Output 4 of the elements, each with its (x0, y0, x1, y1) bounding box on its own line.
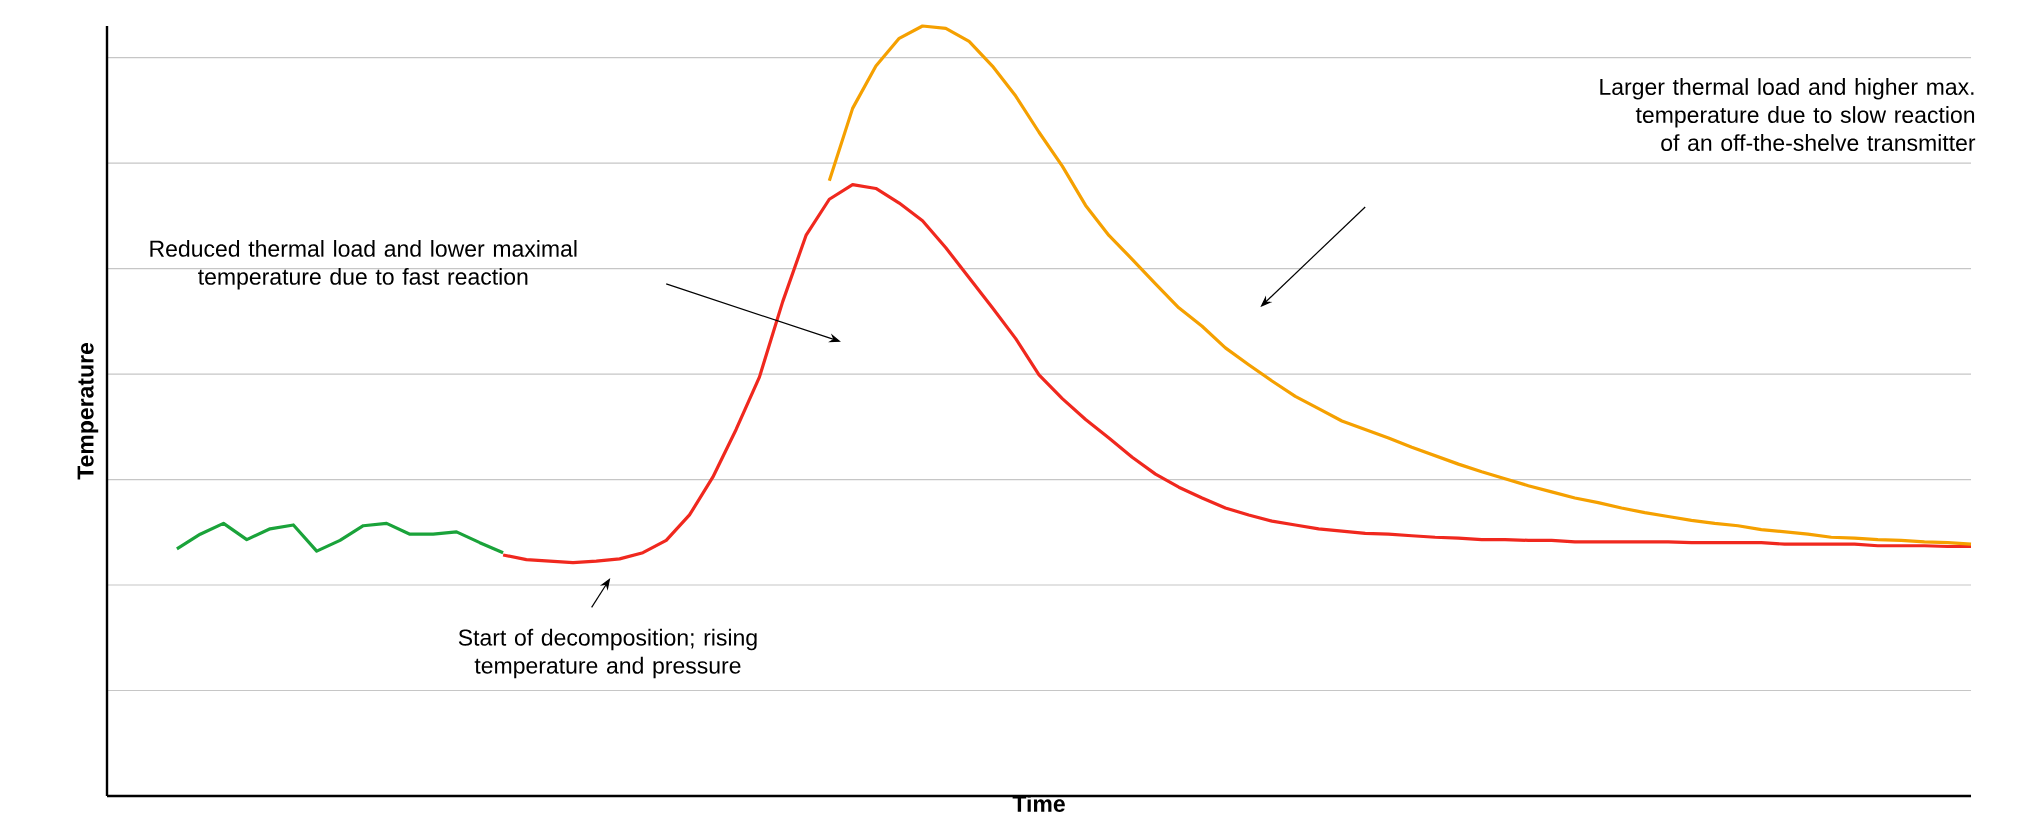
annotation: Larger thermal load and higher max. temperature due to slow reaction of an off-the-shelve transmitter (1600, 78, 1976, 151)
y-axis-title: Temperature (77, 342, 99, 480)
annotation: Start of decomposition; rising temperature and pressure (458, 628, 757, 679)
annotation: Reduced thermal load and lower maximal temperature due to fast reaction (150, 239, 577, 290)
